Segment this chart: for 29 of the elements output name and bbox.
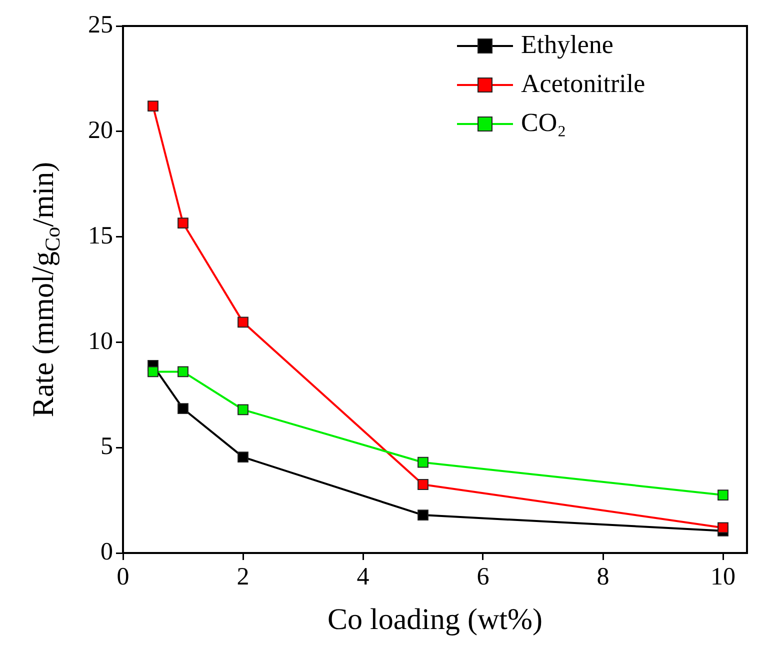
y-tick-label: 5 xyxy=(100,433,113,460)
y-tick-label: 15 xyxy=(88,222,113,250)
point xyxy=(718,522,728,534)
point xyxy=(238,404,248,416)
point xyxy=(178,218,188,229)
y-tick-label: 25 xyxy=(88,12,113,39)
legend-label: CO₂ xyxy=(521,108,566,137)
y-tick-label: 10 xyxy=(88,328,113,355)
point xyxy=(418,479,428,490)
point xyxy=(418,510,428,521)
legend-label: Ethylene xyxy=(521,30,614,59)
x-tick-label: 4 xyxy=(356,564,370,591)
x-axis-title: Co loading (wt%) xyxy=(328,602,542,636)
legend-label: Acetonitrile xyxy=(521,68,646,98)
point xyxy=(178,403,188,414)
point xyxy=(148,366,158,378)
point xyxy=(178,366,188,378)
y-tick-label: 20 xyxy=(88,116,113,144)
y-tick-label: 0 xyxy=(100,538,113,566)
point xyxy=(418,456,428,468)
point xyxy=(148,100,158,112)
y-axis-title: Rate (mmol/gCo/min) xyxy=(26,162,65,418)
x-tick-label: 6 xyxy=(476,564,490,591)
x-tick-label: 8 xyxy=(596,564,610,591)
point xyxy=(238,316,248,328)
point xyxy=(238,452,248,463)
x-tick-label: 10 xyxy=(710,564,736,591)
point xyxy=(718,490,728,500)
x-tick-label: 2 xyxy=(236,564,250,591)
